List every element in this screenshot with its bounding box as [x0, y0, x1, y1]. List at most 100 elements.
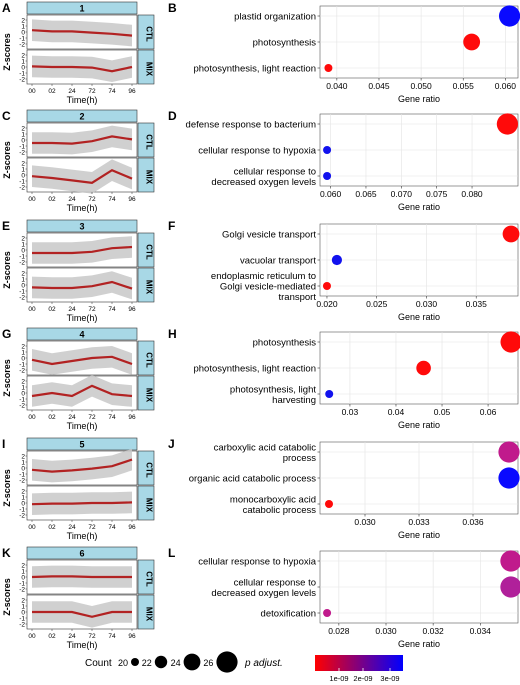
y-axis-title: Z-scores — [2, 578, 12, 616]
legend: Count 20 22 24 26 p adjust. 1e-09 2e-09 3e-09 — [85, 651, 403, 683]
facet-strip-ctl — [137, 122, 155, 158]
count-legend-dot — [131, 658, 139, 666]
term-label-line: photosynthesis, light reaction — [193, 64, 316, 75]
term-label-line: vacuolar transport — [240, 256, 316, 267]
panel-letter: L — [168, 546, 175, 560]
x-tick-label: 24 — [68, 196, 76, 203]
y-tick-label: 1 — [21, 460, 25, 467]
dot-panel-L: L 0.028 0.030 0.032 0.034 Gene ratio cellular … — [168, 546, 520, 649]
data-point — [325, 500, 333, 508]
term-label: cellular response to decreased oxygen lev… — [211, 166, 316, 188]
x-tick-label: 0.028 — [328, 626, 350, 636]
y-tick-label: 0 — [21, 283, 25, 290]
x-tick-label: 0.036 — [462, 517, 484, 527]
data-point — [500, 550, 520, 572]
panel-letter: F — [168, 219, 175, 233]
y-tick-label: 2 — [21, 53, 25, 60]
x-tick-label: 24 — [68, 524, 76, 531]
y-tick-label: 0 — [21, 610, 25, 617]
x-axis-title: Time(h) — [67, 313, 98, 323]
y-tick-label: -1 — [19, 581, 25, 588]
y-tick-label: 0 — [21, 501, 25, 508]
y-tick-label: 0 — [21, 173, 25, 180]
data-point — [324, 64, 333, 72]
term-label: photosynthesis, light reaction — [193, 64, 316, 75]
term-label: photosynthesis — [253, 338, 317, 349]
x-tick-label: 0.030 — [416, 299, 438, 309]
facet-strip-label: CTL — [145, 352, 154, 368]
x-tick-label: 0.04 — [388, 407, 405, 417]
y-tick-label: 2 — [21, 18, 25, 25]
count-legend-label: 22 — [142, 658, 152, 668]
term-label-line: photosynthesis, light — [230, 384, 316, 395]
y-tick-label: -2 — [19, 622, 25, 629]
cluster-label: 2 — [79, 112, 84, 122]
y-axis-title: Z-scores — [2, 141, 12, 179]
facet-strip-mix — [137, 594, 155, 630]
x-tick-label: 00 — [28, 524, 36, 531]
x-tick-label: 0.075 — [426, 189, 448, 199]
panel-letter: I — [2, 437, 5, 451]
facet-strip-label: MIX — [145, 280, 154, 295]
term-label: cellular response to hypoxia — [198, 557, 316, 568]
count-legend-dot — [216, 651, 238, 673]
y-tick-label: 0 — [21, 391, 25, 398]
y-tick-label: 0 — [21, 65, 25, 72]
x-tick-label: 02 — [48, 524, 56, 531]
mean-line-ctl — [31, 575, 132, 579]
term-label-line: decreased oxygen levels — [211, 177, 316, 188]
x-tick-label: 00 — [28, 196, 36, 203]
x-tick-label: 0.030 — [354, 517, 376, 527]
data-point — [496, 113, 518, 135]
x-tick-label: 02 — [48, 633, 56, 640]
cluster-label: 4 — [79, 330, 84, 340]
term-label: monocarboxylic acid catabolic process — [230, 494, 316, 516]
facet-strip-mix — [137, 485, 155, 521]
x-axis-title: Gene ratio — [398, 94, 440, 104]
padj-tick-label: 3e-09 — [380, 674, 399, 683]
x-tick-label: 0.060 — [320, 189, 342, 199]
x-tick-label: 02 — [48, 88, 56, 95]
mean-line-ctl — [32, 245, 133, 255]
y-tick-label: -2 — [19, 150, 25, 157]
cluster-label: 6 — [79, 549, 84, 559]
x-tick-label: 00 — [28, 88, 36, 95]
cluster-label: 5 — [79, 440, 84, 450]
x-tick-label: 96 — [128, 633, 136, 640]
term-label-line: catabolic process — [243, 505, 317, 516]
y-tick-label: 1 — [21, 242, 25, 249]
x-tick-label: 74 — [108, 414, 116, 421]
y-tick-label: -1 — [19, 507, 25, 514]
y-tick-label: 0 — [21, 30, 25, 37]
x-tick-label: 0.065 — [355, 189, 377, 199]
x-axis-title: Time(h) — [67, 203, 98, 213]
panel-letter: D — [168, 109, 177, 123]
y-tick-label: 0 — [21, 138, 25, 145]
dot-panel-J: J 0.030 0.033 0.036 Gene ratio carboxylic aci… — [168, 437, 520, 540]
y-tick-label: 0 — [21, 575, 25, 582]
facet-strip-label: CTL — [145, 571, 154, 587]
y-tick-label: -1 — [19, 179, 25, 186]
y-tick-label: -1 — [19, 254, 25, 261]
x-tick-label: 74 — [108, 196, 116, 203]
x-tick-label: 0.055 — [453, 81, 475, 91]
facet-strip-mix — [137, 267, 155, 303]
y-tick-label: 2 — [21, 489, 25, 496]
x-tick-label: 02 — [48, 196, 56, 203]
x-tick-label: 0.035 — [466, 299, 488, 309]
mean-line-ctl — [31, 29, 133, 37]
term-label-line: plastid organization — [234, 12, 316, 23]
term-label-line: cellular response to hypoxia — [198, 557, 316, 568]
facet-strip-label: MIX — [145, 170, 154, 185]
facet-strip-label: MIX — [145, 607, 154, 622]
y-axis-title: Z-scores — [2, 469, 12, 507]
y-tick-label: 2 — [21, 344, 25, 351]
term-label: defense response to bacterium — [186, 120, 317, 131]
cluster-strip — [26, 546, 138, 560]
count-legend-items: 20 22 24 26 — [118, 651, 238, 673]
x-axis-title: Gene ratio — [398, 530, 440, 540]
x-tick-label: 0.025 — [366, 299, 388, 309]
term-label-line: carboxylic acid catabolic — [214, 442, 317, 453]
